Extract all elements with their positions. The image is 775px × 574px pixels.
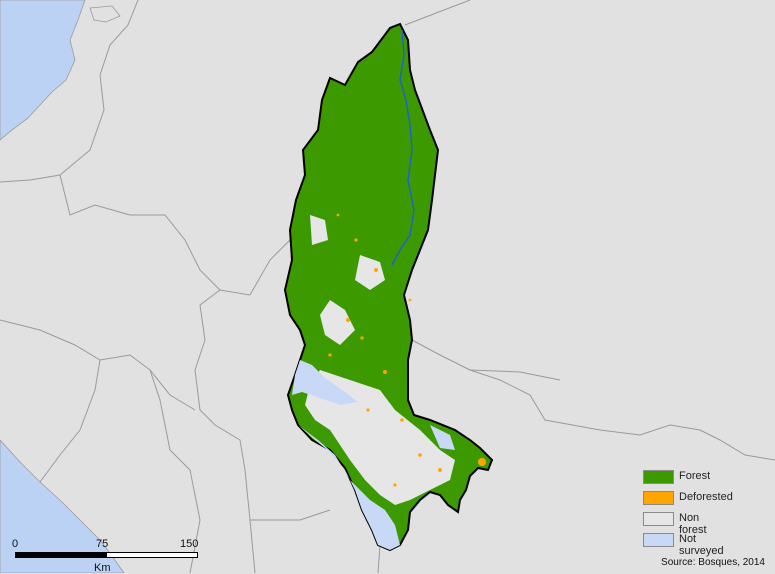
source-credit: Source: Bosques, 2014 bbox=[661, 557, 765, 568]
scale-bar-black bbox=[15, 552, 107, 558]
legend-label-deforested: Deforested bbox=[679, 491, 733, 503]
scale-tick-0: 0 bbox=[12, 538, 19, 550]
legend-swatch-non-forest bbox=[643, 512, 674, 526]
river bbox=[391, 29, 415, 266]
scale-tick-75: 75 bbox=[96, 538, 109, 550]
legend-swatch-deforested bbox=[643, 491, 674, 505]
ocean-south bbox=[0, 439, 125, 573]
region-deforested bbox=[328, 213, 486, 487]
legend-swatch-not-surveyed bbox=[643, 533, 674, 547]
legend-label-forest: Forest bbox=[679, 470, 711, 482]
scale-tick-150: 150 bbox=[180, 538, 199, 550]
scale-bar-white bbox=[106, 552, 198, 558]
bay-island bbox=[89, 5, 121, 23]
scale-unit: Km bbox=[94, 562, 111, 574]
region-not-surveyed bbox=[292, 360, 455, 550]
legend-label-not-surveyed: Not surveyed bbox=[679, 533, 724, 557]
ocean-north bbox=[0, 0, 86, 141]
legend-label-non-forest: Non forest bbox=[679, 512, 707, 536]
scale-bar: 0 75 150 Km bbox=[12, 538, 202, 574]
legend-swatch-forest bbox=[643, 470, 674, 484]
